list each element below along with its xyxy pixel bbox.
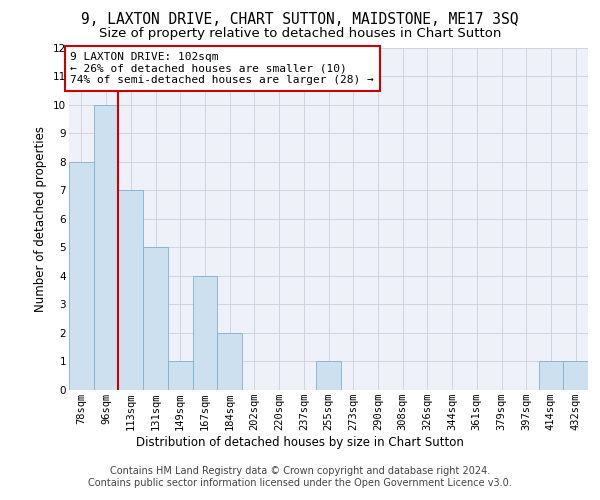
Bar: [94, 104, 118, 390]
Bar: [217, 333, 242, 390]
Text: 9 LAXTON DRIVE: 102sqm
← 26% of detached houses are smaller (10)
74% of semi-det: 9 LAXTON DRIVE: 102sqm ← 26% of detached…: [70, 52, 374, 85]
Y-axis label: Number of detached properties: Number of detached properties: [34, 126, 47, 312]
Bar: [69, 162, 94, 390]
Text: Contains HM Land Registry data © Crown copyright and database right 2024.: Contains HM Land Registry data © Crown c…: [110, 466, 490, 476]
Bar: [168, 362, 193, 390]
Text: Size of property relative to detached houses in Chart Sutton: Size of property relative to detached ho…: [99, 28, 501, 40]
Bar: [143, 248, 168, 390]
Bar: [539, 362, 563, 390]
Text: Contains public sector information licensed under the Open Government Licence v3: Contains public sector information licen…: [88, 478, 512, 488]
Text: 9, LAXTON DRIVE, CHART SUTTON, MAIDSTONE, ME17 3SQ: 9, LAXTON DRIVE, CHART SUTTON, MAIDSTONE…: [81, 12, 519, 28]
Bar: [118, 190, 143, 390]
Bar: [563, 362, 588, 390]
Text: Distribution of detached houses by size in Chart Sutton: Distribution of detached houses by size …: [136, 436, 464, 449]
Bar: [193, 276, 217, 390]
Bar: [316, 362, 341, 390]
